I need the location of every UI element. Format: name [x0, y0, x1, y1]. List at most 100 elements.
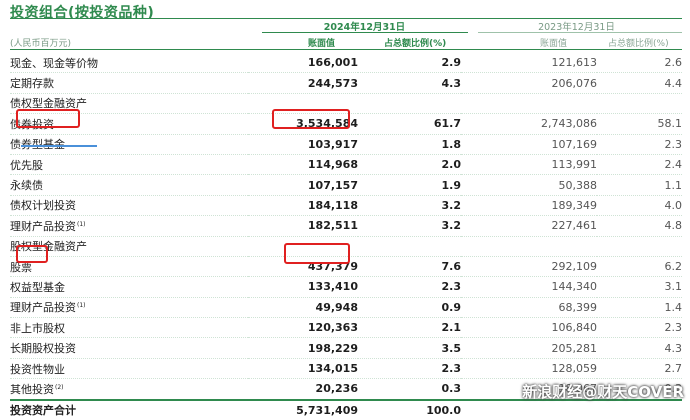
table-row: 理财产品投资(1) 49,948 0.9 68,399 1.4 [10, 297, 683, 319]
pct-2024: 61.7 [358, 113, 461, 135]
pct-2023-text: 58.1 [657, 117, 683, 131]
row-label: 永续债 [10, 174, 248, 196]
header-mid-line-2024 [262, 32, 468, 33]
row-label-text: 永续债 [10, 179, 43, 193]
pct-2024-text: 3.2 [441, 219, 462, 233]
pct-2023: 1.1 [597, 174, 682, 196]
value-2023: 107,169 [461, 134, 597, 155]
value-2023: 205,281 [461, 337, 597, 359]
footnote-marker: (1) [77, 220, 86, 228]
row-label: 投资性物业 [10, 358, 248, 380]
value-2024-text: 120,363 [307, 321, 358, 335]
value-2024: 198,229 [248, 337, 358, 359]
value-2024: 133,410 [248, 276, 358, 298]
table-row: 股票 437,379 7.6 292,109 6.2 [10, 256, 683, 278]
header-mid-line-2023 [478, 32, 682, 33]
row-label: 现金、现金等价物 [10, 53, 248, 74]
highlight-bond-label [16, 109, 80, 128]
value-2024: 49,948 [248, 297, 358, 319]
pct-2024: 1.8 [358, 134, 461, 155]
year-2024-header: 2024年12月31日 [323, 22, 406, 33]
value-2023-text: 227,461 [551, 219, 598, 233]
table-row: 债权计划投资 184,118 3.2 189,349 4.0 [10, 195, 683, 217]
header-bottom-line [10, 49, 682, 50]
value-2023: 206,076 [461, 72, 597, 94]
total-pct-2023 [597, 398, 682, 420]
pct-2024: 2.9 [358, 53, 461, 74]
pct-2024-text: 1.9 [441, 178, 462, 192]
pct-2023-text: 4.0 [664, 198, 683, 212]
page-title: 投资组合(按投资品种) [10, 5, 155, 21]
value-2023: 292,109 [461, 256, 597, 278]
table-row: 股权型金融资产 [10, 236, 682, 257]
pct-2023: 58.1 [597, 113, 683, 135]
row-label: 优先股 [10, 154, 248, 176]
total-label-text: 投资资产合计 [10, 404, 76, 418]
pct-2023 [597, 236, 682, 257]
pct-2023: 2.3 [597, 317, 682, 339]
investment-table: 现金、现金等价物 166,001 2.9 121,613 2.6 定期存款 244,573 4… [10, 53, 682, 420]
pct-2023-text: 4.4 [664, 76, 683, 90]
row-label: 债权计划投资 [10, 195, 248, 217]
row-label: 理财产品投资(1) [10, 297, 248, 319]
value-2023: 68,399 [461, 297, 597, 319]
value-2024-text: 20,236 [315, 382, 358, 396]
pct-2023-text: 1.4 [664, 300, 683, 314]
value-2024-text: 107,157 [307, 178, 358, 192]
value-2023-text: 144,340 [551, 280, 598, 294]
pct-2023: 2.4 [597, 154, 683, 176]
row-label: 股权型金融资产 [10, 236, 248, 257]
value-2023-text: 128,059 [551, 362, 598, 376]
footnote-marker: (2) [55, 383, 64, 391]
row-label-text: 权益型基金 [10, 280, 65, 294]
value-2024-text: 114,968 [307, 158, 358, 172]
value-2023: 106,840 [461, 317, 598, 339]
total-row: 投资资产合计 5,731,409 100.0 [10, 398, 682, 420]
value-2023: 128,059 [461, 358, 598, 380]
value-2024: 20,236 [248, 378, 358, 401]
value-2024-text: 198,229 [307, 341, 358, 355]
total-pct-2024: 100.0 [358, 398, 461, 420]
total-value-2023 [461, 398, 597, 420]
value-2024: 103,917 [248, 134, 358, 155]
pct-2024: 1.9 [358, 174, 462, 196]
pct-2024-text: 2.1 [441, 321, 462, 335]
value-2024-text: 134,015 [307, 362, 358, 376]
watermark: 新浪财经@财天COVER [522, 383, 684, 401]
value-2023: 113,991 [461, 154, 597, 176]
pct-2024: 3.2 [358, 195, 461, 217]
pct-2024: 2.0 [358, 154, 461, 176]
pct-2024: 3.5 [358, 337, 461, 359]
value-2024: 107,157 [248, 174, 358, 196]
value-2024: 134,015 [248, 358, 358, 380]
pct-2023-text: 2.4 [664, 158, 683, 172]
value-2023-text: 121,613 [551, 56, 598, 70]
row-label: 权益型基金 [10, 276, 248, 298]
col-value-2023: 账面值 [540, 39, 568, 49]
value-2024 [248, 93, 358, 115]
row-label-text: 投资性物业 [10, 362, 65, 376]
pct-2023-text: 6.2 [664, 260, 683, 274]
header-top-line [10, 18, 682, 19]
pct-2024-text: 0.9 [441, 300, 462, 314]
value-2023: 144,340 [461, 276, 598, 298]
year-2023-header: 2023年12月31日 [538, 22, 615, 33]
pct-2023-text: 4.3 [664, 341, 683, 355]
value-2024: 114,968 [248, 154, 358, 176]
row-label-text: 债权型金融资产 [10, 97, 87, 111]
value-2023: 50,388 [461, 174, 597, 196]
pct-2023-text: 3.1 [664, 280, 683, 294]
value-2023: 189,349 [461, 195, 598, 217]
total-value-2024: 5,731,409 [248, 398, 358, 420]
value-2023: 121,613 [461, 53, 598, 74]
value-2024-text: 182,511 [307, 219, 358, 233]
pct-2023-text: 2.3 [664, 137, 683, 151]
table-row: 永续债 107,157 1.9 50,388 1.1 [10, 174, 682, 196]
row-label-text: 债权计划投资 [10, 199, 76, 213]
value-2023-text: 106,840 [551, 321, 598, 335]
value-2023-text: 189,349 [551, 198, 598, 212]
value-2024: 182,511 [248, 215, 358, 237]
footnote-marker: (1) [77, 302, 86, 310]
total-label: 投资资产合计 [10, 398, 248, 420]
pct-2023: 2.7 [597, 358, 682, 380]
